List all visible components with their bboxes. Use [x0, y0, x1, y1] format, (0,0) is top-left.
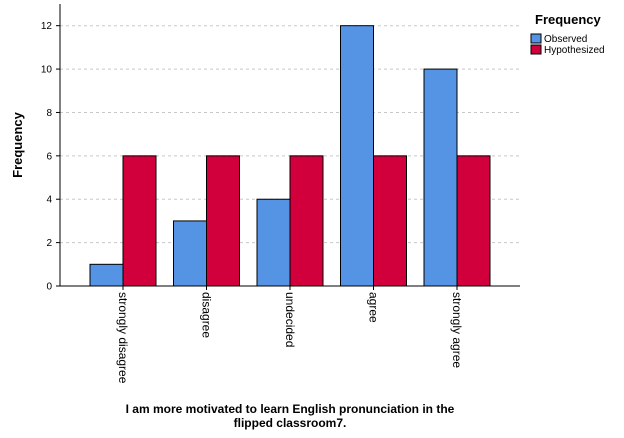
category-labels: strongly disagree disagree undecided agree s…	[116, 286, 464, 384]
bar-observed-agree	[340, 25, 374, 287]
bar-observed-strongly-disagree	[89, 263, 124, 287]
y-axis-title: Frequency	[10, 111, 25, 178]
y-tick-label: 8	[46, 108, 52, 119]
category-label: agree	[367, 292, 381, 323]
y-ticks: 0 2 4 6 8 10 12	[41, 21, 60, 293]
y-tick-label: 10	[41, 65, 53, 76]
bar-hypothesized-agree	[373, 155, 407, 287]
legend-label-observed: Observed	[544, 34, 587, 45]
legend-label-hypothesized: Hypothesized	[544, 45, 605, 56]
y-tick-label: 4	[46, 195, 52, 206]
bar-hypothesized-strongly-disagree	[122, 155, 157, 287]
y-tick-label: 2	[46, 238, 52, 249]
x-axis-title-line-1: I am more motivated to learn English pro…	[126, 402, 455, 416]
bar-hypothesized-undecided	[289, 155, 324, 287]
y-tick-label: 12	[41, 21, 53, 32]
bar-hypothesized-strongly-agree	[456, 155, 491, 287]
bar-observed-strongly-agree	[423, 68, 458, 287]
legend-swatch-hypothesized	[530, 44, 542, 55]
category-label: disagree	[200, 292, 214, 338]
y-tick-label: 0	[46, 282, 52, 293]
bar-observed-disagree	[173, 220, 207, 287]
bar-observed-undecided	[256, 198, 291, 287]
y-tick-label: 6	[46, 151, 52, 162]
legend-swatch-observed	[530, 33, 542, 44]
legend-title: Frequency	[535, 12, 602, 27]
category-label: strongly agree	[450, 292, 464, 368]
x-axis-title: I am more motivated to learn English pro…	[126, 402, 455, 430]
category-label: strongly disagree	[116, 292, 130, 384]
x-axis-title-line-2: flipped classroom7.	[234, 416, 347, 430]
bars	[89, 25, 491, 287]
category-label: undecided	[283, 292, 297, 347]
bar-hypothesized-disagree	[206, 155, 240, 287]
